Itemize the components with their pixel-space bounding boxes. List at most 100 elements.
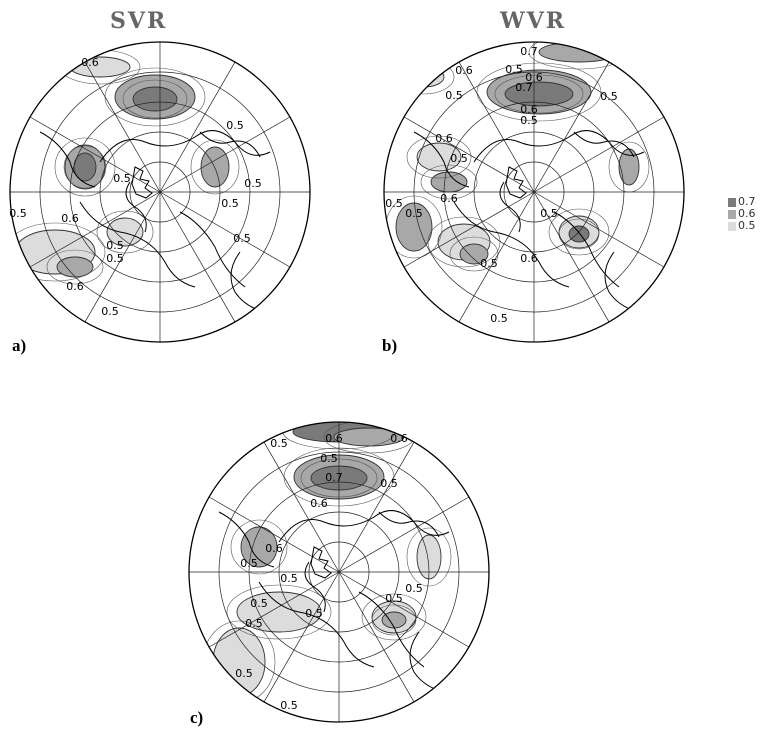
meridian-line	[338, 441, 415, 573]
contour-label: 0.6	[440, 192, 458, 205]
contour-label: 0.6	[390, 432, 408, 445]
shaded-region	[69, 56, 131, 78]
meridian-line	[533, 191, 610, 323]
coastline	[39, 131, 96, 188]
panel-label-c: c)	[190, 708, 204, 727]
contour-line	[122, 79, 188, 119]
meridian-line	[533, 61, 610, 193]
contour-label: 0.6	[435, 132, 453, 145]
meridian-line	[458, 61, 535, 193]
map-panel-b: 0.7 0.6 0.6 0.5 0.5 0.5 0.7 0.6 0.5 0.6 0.5 0.6 0.5 0…	[382, 40, 686, 344]
polar-map-a: 0.60.50.5 0.50.5 0.60.50.50.60.50.50.5	[9, 41, 311, 343]
contour-line	[548, 208, 610, 256]
shaded-region	[200, 146, 230, 188]
contour-line	[558, 218, 600, 250]
contour-line	[63, 145, 107, 189]
contour-label: 0.5	[505, 63, 523, 76]
contour-line	[420, 164, 478, 200]
contour-label: 0.5	[305, 607, 323, 620]
contour-label: 0.6	[520, 252, 538, 265]
contour-line	[476, 62, 602, 122]
contour-label: 0.6	[66, 280, 84, 293]
coastline	[218, 511, 275, 568]
contour-label: 0.6	[61, 212, 79, 225]
contour-label: 0.5	[320, 452, 338, 465]
contour-label: 0.5	[106, 239, 124, 252]
contour-label: 0.6	[265, 542, 283, 555]
meridian-line	[533, 191, 665, 268]
coastline	[409, 631, 445, 693]
shaded-region	[459, 243, 489, 265]
meridian-line	[159, 191, 291, 268]
meridian-line	[458, 191, 535, 323]
contour-label: 0.5	[445, 89, 463, 102]
coastline	[131, 166, 153, 199]
coastline	[310, 546, 332, 579]
shaded-region	[416, 142, 462, 172]
coastline	[125, 181, 147, 233]
legend-label-low: 0.5	[738, 219, 756, 232]
contour-line	[54, 137, 116, 197]
shaded-region	[73, 152, 97, 182]
contour-label: 0.5	[240, 557, 258, 570]
coastline	[99, 130, 271, 163]
contour-label: 0.5	[244, 177, 262, 190]
map-boundary	[383, 41, 685, 343]
panel-label-b: b)	[382, 336, 398, 355]
polar-map-b: 0.70.60.60.50.50.50.70.60.50.60.50.60.50…	[383, 41, 685, 343]
shaded-region	[395, 202, 433, 252]
contour-label: 0.5	[480, 257, 498, 270]
legend-label-mid: 0.6	[738, 207, 756, 220]
map-panel-a: 0.6 0.5 0.5 0.5 0.5 0.6 0.5 0.5 0.6 0.5 0.5 0.5	[8, 40, 312, 344]
contour-line	[361, 593, 427, 641]
contour-label: 0.6	[81, 56, 99, 69]
shading-legend: 0.7 0.6 0.5	[728, 195, 762, 236]
shaded-region	[568, 225, 590, 243]
contour-label: 0.5	[250, 597, 268, 610]
meridian-line	[208, 571, 340, 648]
coastline	[230, 251, 266, 313]
contour-label: 0.5	[270, 437, 288, 450]
contour-label: 0.6	[520, 103, 538, 116]
contour-label: 0.5	[226, 119, 244, 132]
contour-label: 0.5	[280, 699, 298, 712]
meridian-line	[84, 191, 161, 323]
coastline	[413, 131, 470, 188]
contour-line	[230, 519, 288, 575]
shaded-region	[504, 81, 574, 107]
contour-line	[190, 139, 240, 195]
coastline	[304, 561, 326, 613]
map-panel-c: 0.6 0.6 0.5 0.6 0.5 0.7 0.5 0.5 0.6 0.5 0.5 0.5 0.5 0…	[187, 420, 491, 724]
meridian-line	[403, 116, 535, 193]
contour-line	[427, 216, 501, 268]
meridian-line	[338, 571, 470, 648]
legend-label-high: 0.7	[738, 195, 756, 208]
shaded-region	[430, 171, 468, 193]
contour-label: 0.6	[325, 432, 343, 445]
contour-line	[406, 135, 472, 179]
meridian-line	[263, 571, 340, 703]
coastline	[499, 181, 521, 233]
contour-label: 0.5	[385, 592, 403, 605]
contour-label: 0.5	[221, 197, 239, 210]
contour-line	[371, 604, 417, 636]
coastline	[604, 251, 640, 313]
coastline	[473, 130, 645, 163]
shaded-region	[538, 42, 620, 63]
meridian-line	[403, 191, 535, 268]
panel-label-a: a)	[12, 336, 27, 355]
contour-line	[406, 527, 452, 587]
contour-label: 0.5	[9, 207, 27, 220]
coastline	[278, 510, 450, 543]
meridian-line	[338, 496, 470, 573]
shaded-region	[132, 86, 178, 112]
coastline	[258, 581, 375, 668]
map-boundary	[188, 421, 490, 723]
contour-label: 0.5	[280, 572, 298, 585]
legend-swatch-high	[728, 198, 736, 207]
coastline	[553, 211, 620, 288]
meridian-line	[533, 116, 665, 193]
meridian-line	[29, 116, 161, 193]
contour-line	[46, 249, 104, 285]
contour-label: 0.5	[106, 252, 124, 265]
